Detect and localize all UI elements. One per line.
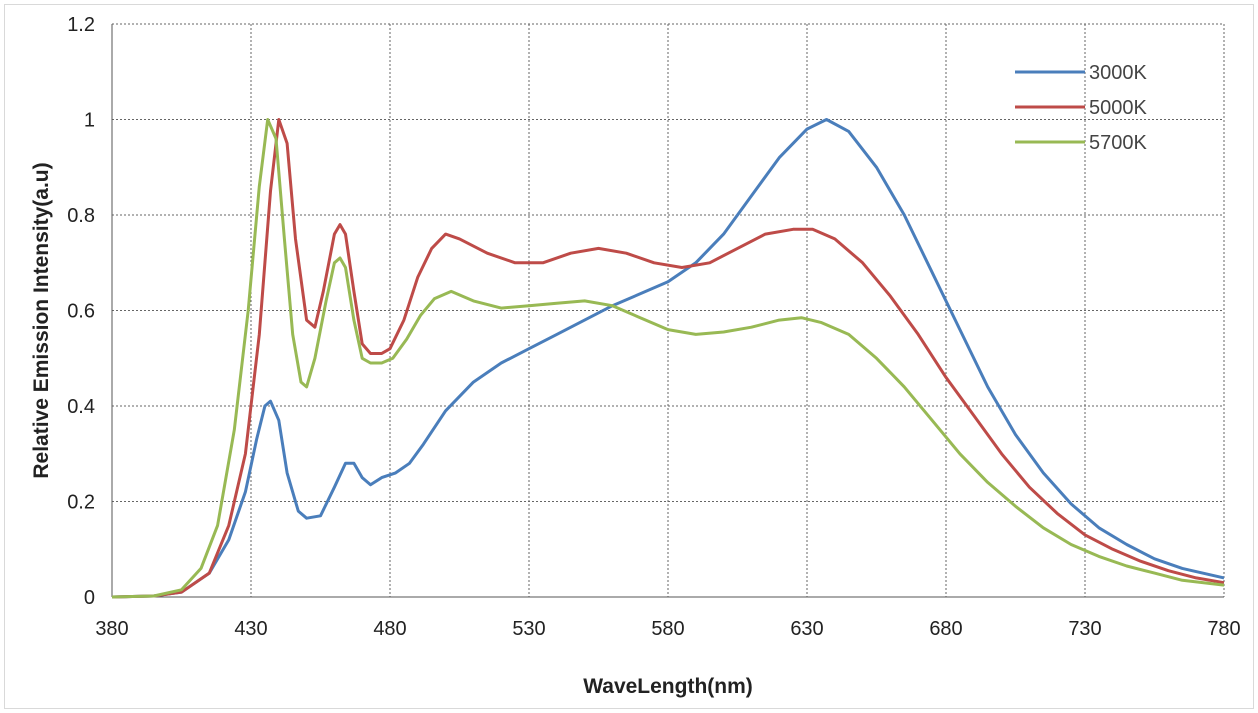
y-tick-label: 0.8 (67, 205, 95, 227)
series-line-5000K (111, 118, 1225, 599)
x-tick-label: 530 (512, 618, 545, 640)
y-tick-label: 0 (84, 587, 95, 609)
legend-label-3000K: 3000K (1089, 62, 1147, 84)
y-tick-label: 0.4 (67, 396, 95, 418)
x-tick-label: 730 (1068, 618, 1101, 640)
x-tick-label: 430 (234, 618, 267, 640)
legend: 3000K 5000K 5700K (1015, 62, 1147, 154)
x-tick-label: 480 (373, 618, 406, 640)
x-axis-title: WaveLength(nm) (583, 675, 753, 698)
series-lines (111, 118, 1225, 599)
tick-labels: 380 430 480 530 580 630 680 730 780 0 0.2 0.4 0.6 0.8… (67, 14, 1241, 640)
legend-label-5700K: 5700K (1089, 132, 1147, 154)
x-tick-label: 630 (790, 618, 823, 640)
series-line-3000K (111, 118, 1225, 599)
x-tick-label: 780 (1207, 618, 1240, 640)
y-tick-label: 0.2 (67, 492, 95, 514)
y-tick-label: 0.6 (67, 301, 95, 323)
chart-frame (4, 4, 1254, 709)
x-tick-label: 680 (929, 618, 962, 640)
y-tick-label: 1.2 (67, 14, 95, 36)
legend-label-5000K: 5000K (1089, 97, 1147, 119)
y-tick-label: 1 (84, 110, 95, 132)
x-tick-label: 380 (95, 618, 128, 640)
grid (111, 23, 1225, 598)
y-axis-title: Relative Emission Intensity(a.u) (30, 162, 53, 478)
x-tick-label: 580 (651, 618, 684, 640)
series-line-5700K (111, 118, 1225, 599)
